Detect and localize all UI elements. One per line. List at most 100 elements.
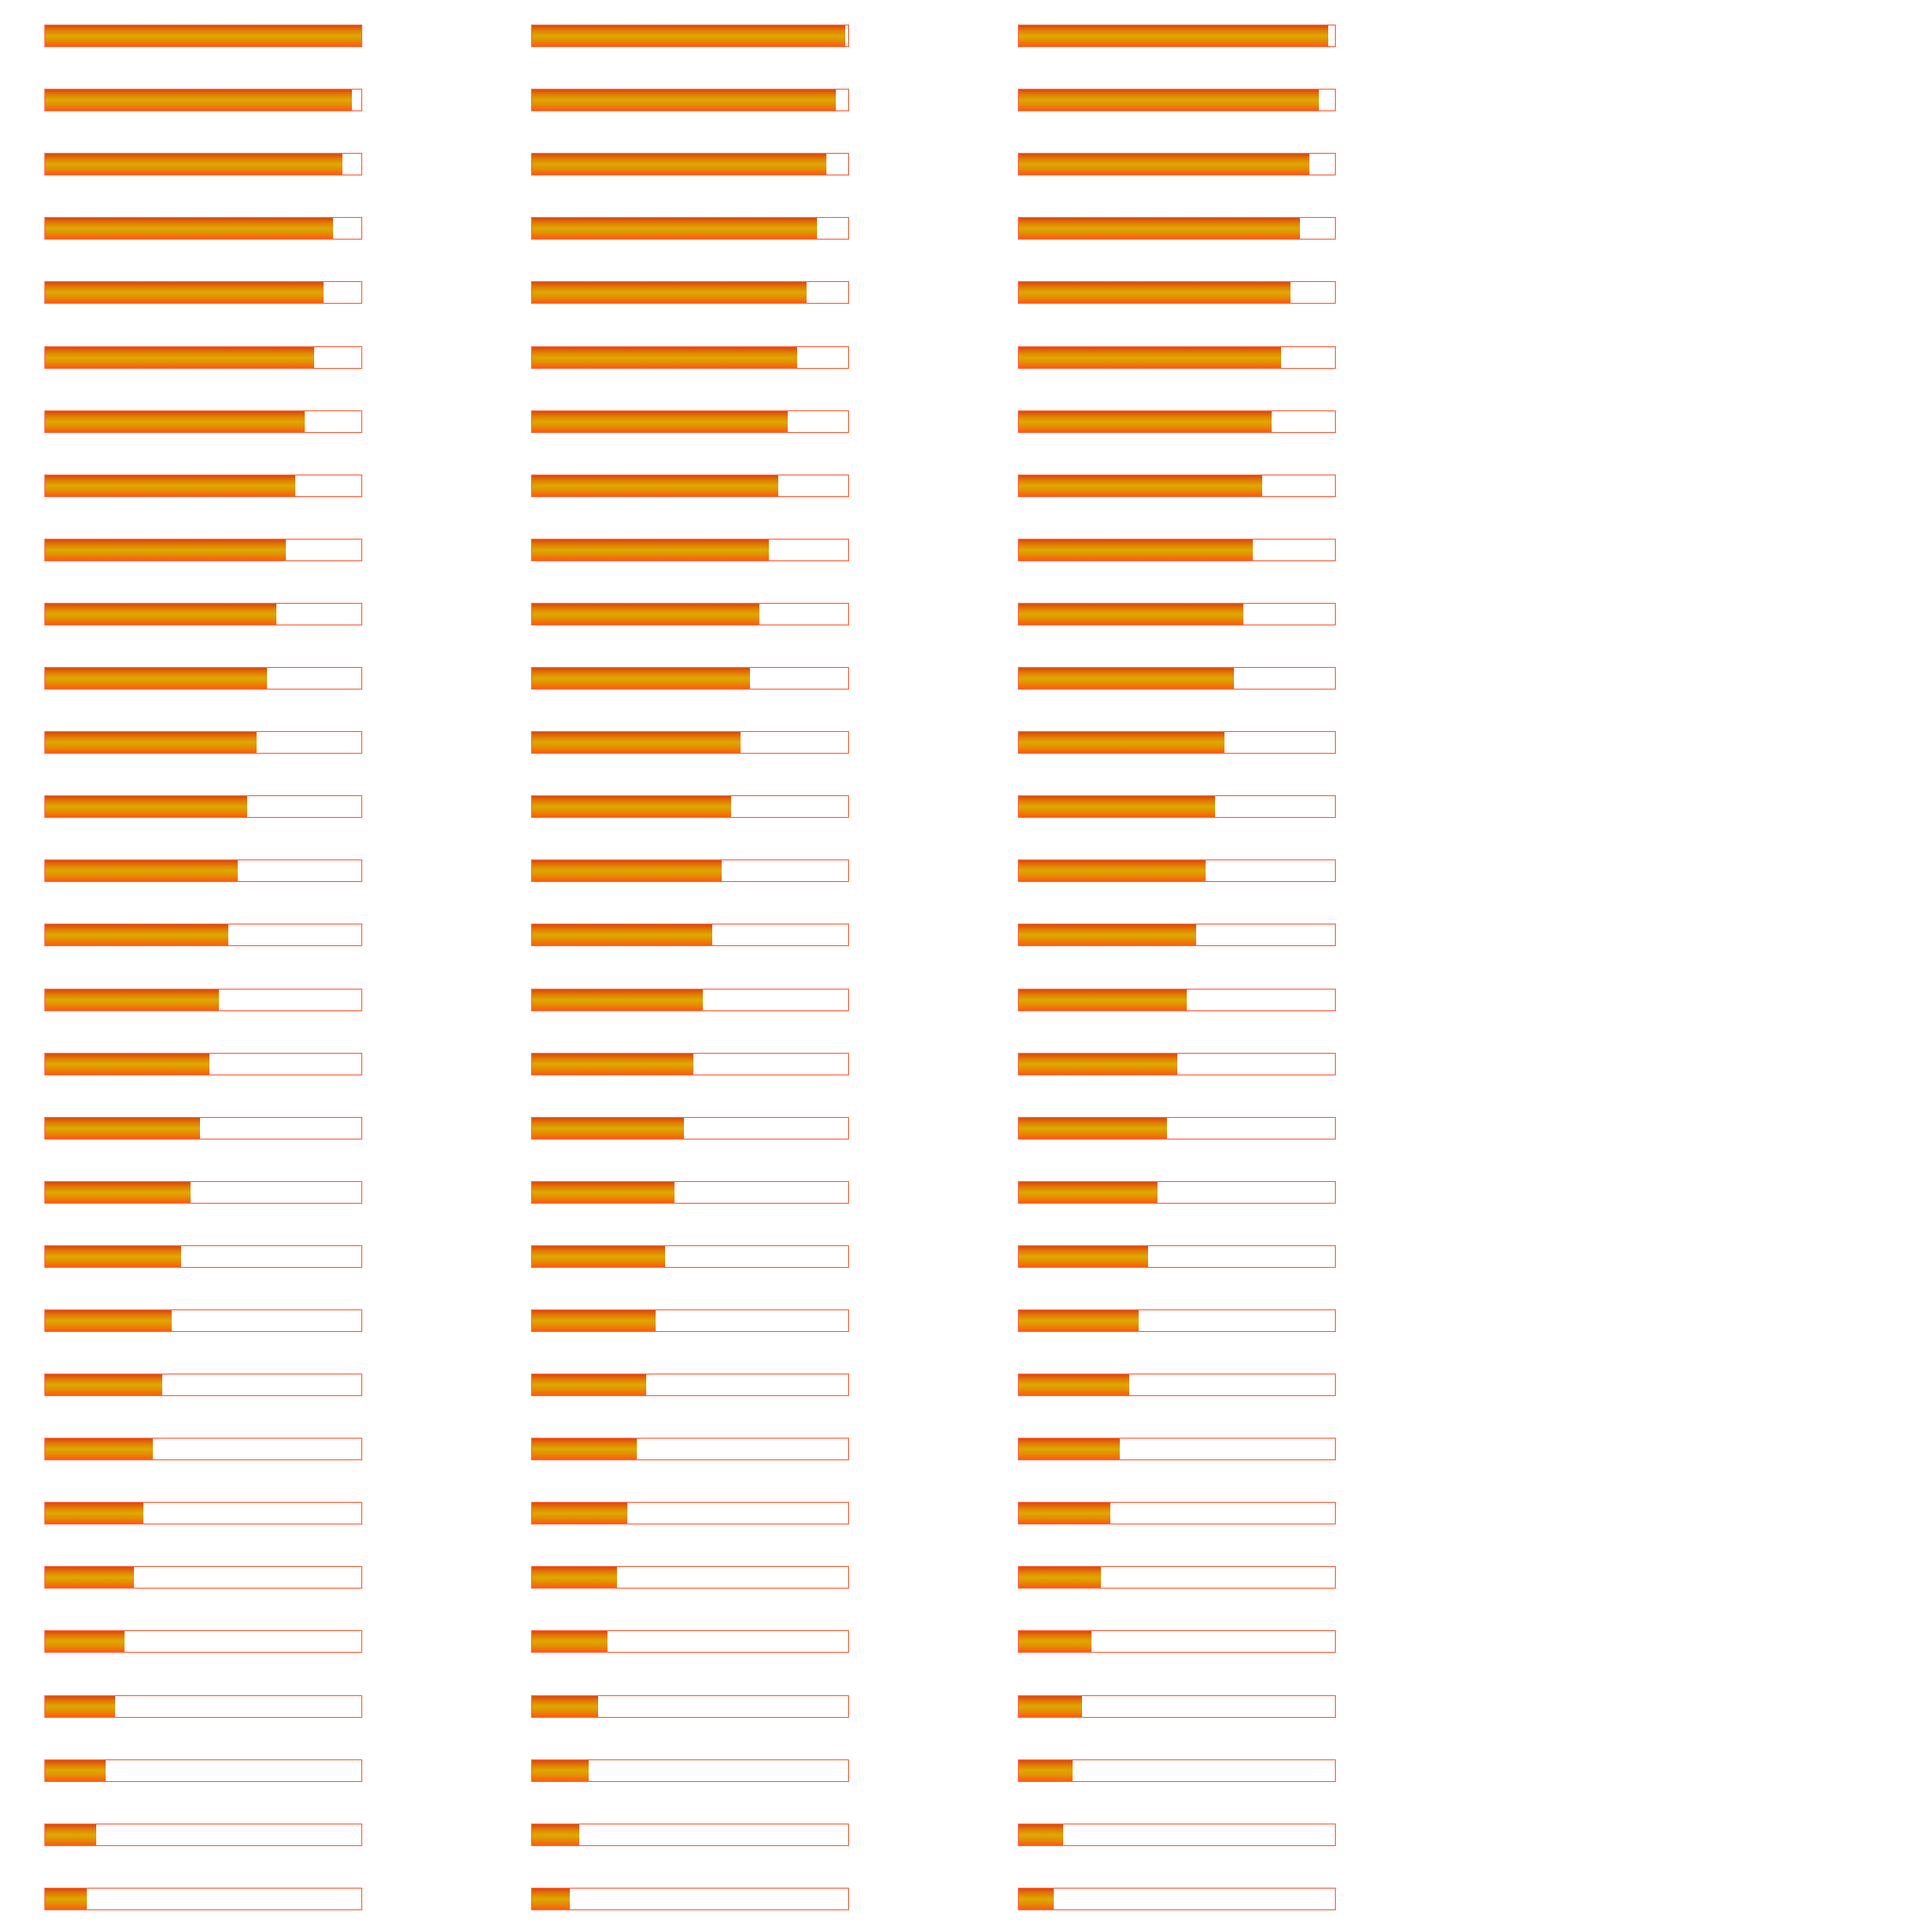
progress-bar	[1018, 1759, 1336, 1782]
progress-bar	[44, 731, 362, 754]
progress-bar	[44, 1181, 362, 1204]
progress-fill	[532, 1503, 627, 1524]
progress-fill	[45, 347, 314, 368]
progress-fill	[532, 924, 712, 945]
progress-fill	[532, 1374, 646, 1395]
progress-fill	[532, 282, 808, 303]
progress-bar	[44, 1759, 362, 1782]
progress-bar	[531, 1181, 849, 1204]
progress-fill	[532, 1889, 571, 1909]
progress-bar	[531, 731, 849, 754]
progress-bar	[531, 795, 849, 818]
progress-fill	[1019, 604, 1243, 625]
progress-bar	[531, 1824, 849, 1846]
progress-bar	[1018, 539, 1336, 561]
progress-bar	[1018, 731, 1336, 754]
progress-fill	[532, 475, 779, 496]
progress-fill	[1019, 282, 1291, 303]
progress-fill	[1019, 1567, 1102, 1588]
progress-bar	[44, 1117, 362, 1140]
progress-bar	[531, 1630, 849, 1653]
progress-fill	[532, 1310, 656, 1331]
progress-fill	[532, 347, 798, 368]
progress-fill	[1019, 1503, 1111, 1524]
progress-fill	[1019, 860, 1206, 881]
progress-bar	[531, 1502, 849, 1524]
progress-bar	[1018, 410, 1336, 433]
progress-bar	[44, 153, 362, 175]
progress-fill	[45, 796, 248, 817]
progress-fill	[1019, 668, 1234, 689]
progress-fill	[1019, 540, 1253, 560]
progress-bar	[44, 989, 362, 1011]
progress-fill	[1019, 796, 1215, 817]
progress-fill	[1019, 1310, 1140, 1331]
progress-fill	[45, 411, 305, 432]
progress-fill	[45, 1374, 162, 1395]
progress-fill	[45, 1889, 87, 1909]
progress-bar	[531, 410, 849, 433]
progress-bar	[1018, 1502, 1336, 1524]
progress-bar	[44, 346, 362, 369]
progress-fill	[532, 1760, 590, 1781]
progress-fill	[532, 1631, 608, 1652]
progress-bar	[44, 1630, 362, 1653]
progress-fill	[532, 540, 770, 560]
progress-fill	[532, 1567, 618, 1588]
progress-bar	[1018, 1438, 1336, 1460]
progress-bar	[1018, 924, 1336, 946]
progress-fill	[1019, 154, 1310, 175]
progress-bar	[531, 1759, 849, 1782]
progress-bar	[1018, 1245, 1336, 1268]
progress-bar	[44, 281, 362, 304]
progress-bar	[1018, 475, 1336, 497]
progress-bar	[1018, 1566, 1336, 1589]
progress-bar	[531, 1438, 849, 1460]
progress-fill	[532, 154, 826, 175]
progress-bar	[531, 1566, 849, 1589]
progress-fill	[532, 1824, 580, 1845]
progress-fill	[1019, 732, 1224, 753]
progress-bar	[44, 1824, 362, 1846]
progress-bar	[44, 539, 362, 561]
progress-bar	[1018, 89, 1336, 111]
progress-fill	[1019, 347, 1282, 368]
progress-bar	[531, 539, 849, 561]
progress-bar	[1018, 1309, 1336, 1332]
progress-fill	[532, 1696, 599, 1717]
progress-fill	[1019, 1054, 1177, 1074]
progress-fill	[45, 1439, 153, 1459]
progress-bar	[531, 281, 849, 304]
progress-fill	[45, 924, 229, 945]
progress-bar	[44, 1374, 362, 1396]
progress-fill	[532, 1054, 693, 1074]
progress-fill	[1019, 218, 1301, 239]
progress-fill	[1019, 411, 1272, 432]
progress-fill	[45, 1696, 115, 1717]
progress-bar	[531, 1374, 849, 1396]
progress-bar	[44, 1566, 362, 1589]
progress-bar	[44, 89, 362, 111]
progress-fill	[532, 860, 722, 881]
progress-fill	[45, 1567, 134, 1588]
progress-bar	[1018, 153, 1336, 175]
progress-bar	[1018, 217, 1336, 240]
progress-fill	[1019, 1182, 1158, 1203]
progress-fill	[532, 990, 703, 1010]
progress-fill	[1019, 475, 1262, 496]
progress-bar	[1018, 859, 1336, 882]
progress-bar	[531, 153, 849, 175]
progress-fill	[532, 1118, 684, 1139]
progress-bar	[1018, 1695, 1336, 1718]
progress-fill	[45, 668, 267, 689]
progress-bar	[1018, 795, 1336, 818]
progress-fill	[45, 475, 295, 496]
progress-bar	[44, 217, 362, 240]
progress-bar	[1018, 346, 1336, 369]
progress-bar	[1018, 281, 1336, 304]
progress-fill	[532, 604, 760, 625]
progress-fill	[1019, 1631, 1092, 1652]
progress-fill	[45, 1054, 210, 1074]
progress-fill	[45, 90, 352, 110]
progress-fill	[1019, 1374, 1130, 1395]
